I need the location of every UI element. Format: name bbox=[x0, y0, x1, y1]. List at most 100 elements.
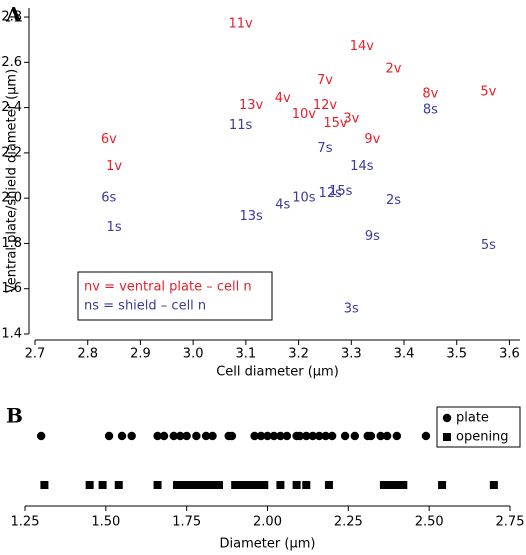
opening-square bbox=[292, 481, 301, 489]
x-tick-label: 2.9 bbox=[130, 347, 151, 362]
point-label: 11s bbox=[229, 118, 253, 133]
plate-dot bbox=[153, 431, 162, 441]
y-tick-label: 2.4 bbox=[1, 100, 22, 115]
plate-dot bbox=[315, 431, 324, 441]
opening-square bbox=[392, 481, 401, 489]
panel-label: A bbox=[5, 3, 22, 27]
plate-dot bbox=[36, 431, 46, 441]
x-axis-label: Cell diameter (µm) bbox=[216, 365, 339, 380]
point-label: 15v bbox=[323, 116, 348, 131]
opening-square bbox=[114, 481, 123, 489]
point-label: 9s bbox=[365, 229, 380, 244]
opening-square bbox=[40, 481, 49, 489]
opening-square bbox=[153, 481, 162, 489]
plate-dot bbox=[302, 431, 311, 441]
x-tick-label: 2.8 bbox=[77, 347, 98, 362]
point-label: 13v bbox=[239, 98, 264, 113]
x-tick-label: 1.25 bbox=[11, 515, 40, 530]
opening-square bbox=[231, 481, 240, 489]
x-tick-label: 3.1 bbox=[236, 347, 257, 362]
opening-square bbox=[489, 481, 498, 489]
plate-dot bbox=[340, 431, 350, 441]
x-tick-label: 1.50 bbox=[91, 515, 120, 530]
plate-dot bbox=[421, 431, 431, 441]
plate-dot bbox=[208, 431, 217, 441]
legend-symbol bbox=[442, 413, 452, 423]
x-tick-label: 3.0 bbox=[183, 347, 204, 362]
plate-dot bbox=[227, 431, 237, 441]
point-label: 14s bbox=[350, 159, 374, 174]
opening-square bbox=[202, 481, 211, 489]
opening-square bbox=[250, 481, 259, 489]
point-label: 7s bbox=[317, 141, 332, 156]
plate-dot bbox=[263, 431, 272, 441]
opening-square bbox=[85, 481, 94, 489]
opening-square bbox=[182, 481, 191, 489]
opening-square bbox=[260, 481, 269, 489]
opening-square bbox=[438, 481, 447, 489]
point-label: 6v bbox=[101, 132, 117, 147]
x-tick-label: 3.6 bbox=[499, 347, 520, 362]
opening-square bbox=[324, 481, 333, 489]
plate-dot bbox=[127, 431, 136, 441]
x-tick-label: 2.75 bbox=[496, 515, 525, 530]
plate-dot bbox=[159, 431, 169, 441]
plate-dot bbox=[269, 431, 279, 441]
plate-dot bbox=[382, 431, 392, 441]
point-label: 11v bbox=[228, 16, 253, 31]
opening-square bbox=[244, 481, 253, 489]
opening-square bbox=[98, 481, 107, 489]
opening-square bbox=[386, 481, 395, 489]
point-label: 7v bbox=[317, 73, 333, 88]
plate-dot bbox=[104, 431, 114, 441]
plate-dot bbox=[366, 431, 376, 441]
plate-dot bbox=[182, 431, 191, 441]
plate-dot bbox=[376, 431, 385, 441]
opening-square bbox=[237, 481, 246, 489]
x-tick-label: 2.7 bbox=[25, 347, 46, 362]
point-label: 3v bbox=[343, 111, 359, 126]
plate-dot bbox=[321, 431, 330, 441]
opening-square bbox=[276, 481, 285, 489]
y-tick-label: 2.2 bbox=[1, 145, 22, 160]
opening-square bbox=[379, 481, 388, 489]
plate-dot bbox=[250, 431, 259, 441]
plate-dot bbox=[192, 431, 201, 441]
point-label: 1v bbox=[106, 159, 122, 174]
point-label: 12v bbox=[313, 98, 338, 113]
point-label: 1s bbox=[107, 220, 122, 235]
point-label: 6s bbox=[101, 191, 116, 206]
plate-dot bbox=[117, 431, 127, 441]
legend-entry: opening bbox=[456, 430, 509, 445]
opening-square bbox=[215, 481, 223, 489]
point-label: 14v bbox=[350, 39, 375, 54]
legend-entry: nv = ventral plate – cell n bbox=[84, 280, 252, 295]
point-label: 3s bbox=[344, 302, 359, 317]
opening-square bbox=[189, 481, 198, 489]
point-label: 2s bbox=[386, 193, 401, 208]
point-label: 10s bbox=[292, 191, 316, 206]
plate-dot bbox=[350, 431, 359, 441]
y-axis-label: Ventral plate/shield diameter (µm) bbox=[5, 69, 20, 293]
point-label: 15s bbox=[329, 184, 353, 199]
point-label: 2v bbox=[385, 62, 401, 77]
x-tick-label: 3.3 bbox=[341, 347, 362, 362]
y-tick-label: 1.6 bbox=[1, 281, 22, 296]
x-tick-label: 2.50 bbox=[415, 515, 444, 530]
plate-dot bbox=[282, 431, 292, 441]
x-tick-label: 1.75 bbox=[172, 515, 201, 530]
plate-dot bbox=[201, 431, 211, 441]
point-label: 8s bbox=[423, 102, 438, 117]
point-label: 12s bbox=[319, 186, 343, 201]
x-tick-label: 3.4 bbox=[394, 347, 415, 362]
plate-dot bbox=[169, 431, 178, 441]
opening-square bbox=[208, 481, 217, 489]
y-tick-label: 1.8 bbox=[1, 236, 22, 251]
opening-square bbox=[399, 481, 408, 489]
opening-square bbox=[172, 481, 181, 489]
x-axis-label: Diameter (µm) bbox=[220, 537, 316, 552]
legend-symbol bbox=[443, 433, 451, 441]
legend-box bbox=[77, 271, 273, 321]
point-label: 8v bbox=[422, 87, 438, 102]
